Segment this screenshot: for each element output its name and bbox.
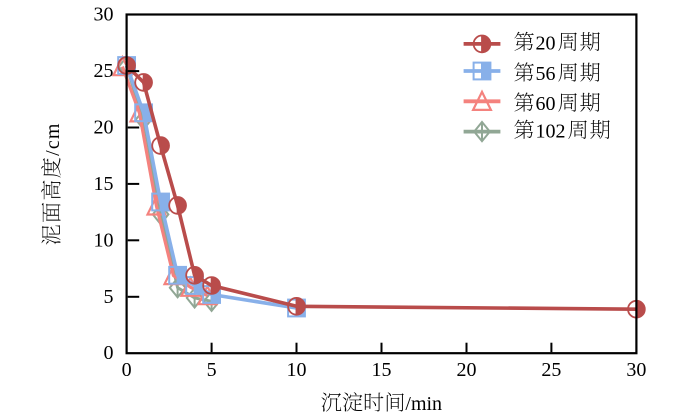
svg-text:15: 15 — [372, 359, 392, 381]
svg-text:56: 56 — [536, 63, 556, 85]
svg-text:30: 30 — [626, 359, 646, 381]
svg-text:30: 30 — [94, 4, 114, 26]
svg-text:/min: /min — [405, 393, 442, 415]
svg-text:15: 15 — [94, 173, 114, 195]
svg-text:10: 10 — [94, 229, 114, 251]
svg-text:20: 20 — [457, 359, 477, 381]
svg-text:25: 25 — [541, 359, 561, 381]
svg-text:0: 0 — [122, 359, 132, 381]
svg-text:5: 5 — [207, 359, 217, 381]
svg-text:10: 10 — [287, 359, 307, 381]
svg-text:/cm: /cm — [42, 122, 64, 156]
svg-text:5: 5 — [104, 286, 114, 308]
svg-text:0: 0 — [104, 342, 114, 364]
svg-text:20: 20 — [94, 117, 114, 139]
svg-text:25: 25 — [94, 60, 114, 82]
svg-text:102: 102 — [536, 120, 566, 142]
svg-text:60: 60 — [536, 93, 556, 115]
svg-text:20: 20 — [536, 33, 556, 55]
